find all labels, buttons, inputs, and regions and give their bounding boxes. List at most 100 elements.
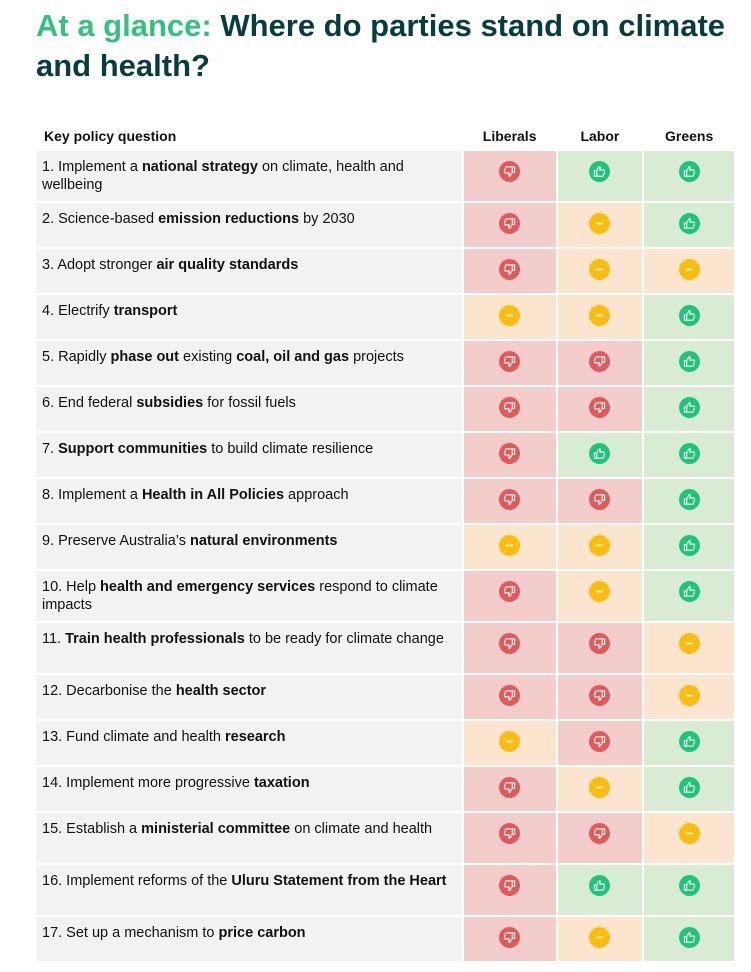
question-keyword: air quality standards: [156, 257, 299, 273]
table-row: 3. Adopt stronger air quality standards: [36, 249, 734, 293]
minus-icon: [589, 305, 611, 326]
thumbs-up-icon: [589, 161, 611, 182]
greens-position-neutral: [644, 249, 734, 293]
liberals-position-against: [463, 151, 556, 201]
policy-question: 11. Train health professionals to be rea…: [36, 623, 462, 673]
question-text: 16. Implement reforms of the: [42, 873, 232, 889]
table-row: 17. Set up a mechanism to price carbon: [36, 917, 734, 961]
thumbs-up-icon: [678, 777, 700, 798]
policy-question: 8. Implement a Health in All Policies ap…: [36, 479, 462, 523]
thumbs-up-icon: [678, 161, 700, 182]
table-row: 12. Decarbonise the health sector: [36, 675, 734, 719]
greens-position-for: [644, 341, 734, 385]
labor-position-for: [557, 433, 643, 477]
question-keyword: subsidies: [136, 395, 204, 411]
question-keyword: health sector: [175, 683, 267, 699]
question-keyword: Support communities: [58, 441, 208, 457]
greens-position-for: [644, 151, 734, 201]
liberals-position-against: [463, 813, 556, 863]
question-keyword: health and emergency services: [100, 579, 316, 595]
thumbs-down-icon: [589, 633, 611, 654]
greens-position-neutral: [644, 813, 734, 863]
question-text: 13. Fund climate and health: [42, 729, 225, 745]
greens-position-for: [644, 917, 734, 961]
question-keyword: Train health professionals: [65, 631, 245, 647]
thumbs-down-icon: [589, 489, 611, 510]
minus-icon: [589, 259, 611, 280]
policy-question: 10. Help health and emergency services r…: [36, 571, 462, 621]
greens-position-for: [644, 433, 734, 477]
greens-position-for: [644, 767, 734, 811]
thumbs-up-icon: [678, 581, 700, 602]
thumbs-up-icon: [678, 535, 700, 556]
minus-icon: [589, 535, 611, 556]
question-text: 5. Rapidly: [42, 349, 111, 365]
liberals-position-against: [463, 249, 556, 293]
labor-position-against: [557, 341, 643, 385]
thumbs-up-icon: [678, 731, 700, 752]
question-text: 10. Help: [42, 579, 101, 595]
policy-question: 9. Preserve Australia’s natural environm…: [36, 525, 462, 569]
thumbs-down-icon: [499, 213, 521, 234]
policy-question: 4. Electrify transport: [36, 295, 462, 339]
policy-question: 6. End federal subsidies for fossil fuel…: [36, 387, 462, 431]
thumbs-up-icon: [678, 213, 700, 234]
question-text: 15. Establish a: [42, 821, 142, 837]
policy-question: 7. Support communities to build climate …: [36, 433, 462, 477]
table-row: 9. Preserve Australia’s natural environm…: [36, 525, 734, 569]
liberals-position-against: [463, 203, 556, 247]
labor-position-against: [557, 387, 643, 431]
liberals-position-against: [463, 767, 556, 811]
thumbs-down-icon: [499, 875, 521, 896]
question-text: 1. Implement a: [42, 159, 142, 175]
header-liberals: Liberals: [482, 127, 537, 144]
question-text: 6. End federal: [42, 395, 137, 411]
liberals-position-neutral: [463, 295, 556, 339]
thumbs-down-icon: [499, 927, 521, 948]
labor-position-for: [557, 865, 643, 915]
policy-question: 16. Implement reforms of the Uluru State…: [36, 865, 462, 915]
labor-position-against: [557, 623, 643, 673]
header-greens: Greens: [665, 127, 714, 144]
question-text: on climate and health: [290, 821, 433, 837]
greens-position-for: [644, 479, 734, 523]
table-header: Key policy question Liberals Labor Green…: [36, 120, 734, 151]
question-keyword: ministerial committee: [141, 821, 291, 837]
minus-icon: [499, 731, 521, 752]
question-text: projects: [349, 349, 404, 365]
table-row: 4. Electrify transport: [36, 295, 734, 339]
table-body: 1. Implement a national strategy on clim…: [36, 151, 734, 961]
minus-icon: [499, 535, 521, 556]
thumbs-up-icon: [678, 397, 700, 418]
minus-icon: [678, 823, 700, 844]
thumbs-up-icon: [678, 443, 700, 464]
greens-position-for: [644, 203, 734, 247]
thumbs-down-icon: [499, 443, 521, 464]
table-row: 16. Implement reforms of the Uluru State…: [36, 865, 734, 915]
labor-position-neutral: [557, 917, 643, 961]
thumbs-up-icon: [678, 305, 700, 326]
header-question: Key policy question: [44, 127, 177, 144]
greens-position-neutral: [644, 675, 734, 719]
question-keyword: research: [224, 729, 286, 745]
table-row: 6. End federal subsidies for fossil fuel…: [36, 387, 734, 431]
question-text: 7.: [42, 441, 59, 457]
liberals-position-against: [463, 571, 556, 621]
minus-icon: [678, 633, 700, 654]
liberals-position-neutral: [463, 525, 556, 569]
title-accent: At a glance:: [36, 8, 212, 43]
page-title: At a glance: Where do parties stand on c…: [36, 6, 751, 86]
question-keyword: taxation: [253, 775, 310, 791]
question-text: on climate, health and wellbeing: [42, 159, 404, 193]
question-text: for fossil fuels: [203, 395, 296, 411]
minus-icon: [589, 777, 611, 798]
question-text: to build climate resilience: [207, 441, 374, 457]
thumbs-down-icon: [589, 823, 611, 844]
thumbs-down-icon: [499, 777, 521, 798]
policy-question: 15. Establish a ministerial committee on…: [36, 813, 462, 863]
labor-position-neutral: [557, 203, 643, 247]
question-text: to be ready for climate change: [244, 631, 444, 647]
question-keyword: Uluru Statement from the Heart: [231, 873, 447, 889]
question-text: 17. Set up a mechanism to: [42, 925, 219, 941]
labor-position-neutral: [557, 249, 643, 293]
